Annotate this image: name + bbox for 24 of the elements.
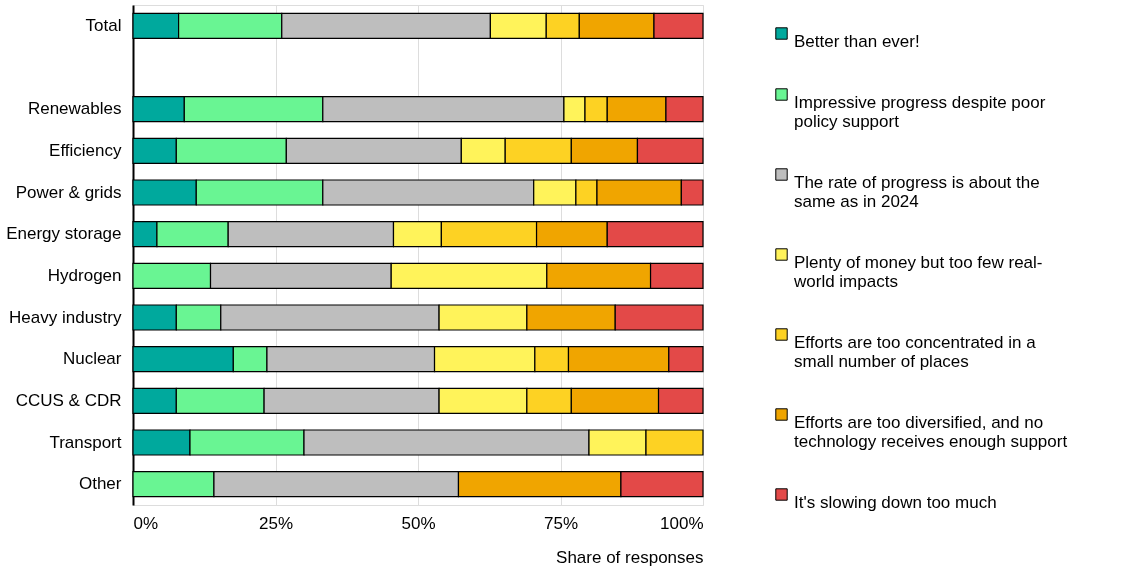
x-tick-label: 50% <box>401 513 436 533</box>
y-tick-label: Nuclear <box>62 349 122 369</box>
legend-label: Efforts are too concentrated in a small number of places <box>794 332 1037 371</box>
y-tick-label: Heavy industry <box>9 307 122 327</box>
y-tick-label: Efficiency <box>49 140 122 160</box>
legend-label: Better than ever! <box>794 31 920 51</box>
y-tick-label: Hydrogen <box>47 265 122 285</box>
y-tick-label: Total <box>85 15 122 35</box>
legend-label: Efforts are too diversified, and no technology receives enough support <box>794 412 1068 451</box>
legend-label: It's slowing down too much <box>794 492 997 512</box>
x-tick-label: 100% <box>660 513 704 533</box>
y-tick-label: Transport <box>49 432 122 452</box>
legend-label: Plenty of money but too few real-world impacts <box>793 252 1043 291</box>
x-axis-title: Share of responses <box>556 547 704 567</box>
y-tick-label: Power & grids <box>15 182 122 202</box>
legend-label: The rate of progress is about the same as in 2024 <box>794 172 1040 211</box>
y-tick-label: Renewables <box>27 99 122 119</box>
y-tick-label: Energy storage <box>6 224 122 244</box>
x-tick-label: 75% <box>543 513 579 533</box>
x-tick-label: 25% <box>258 513 294 533</box>
y-tick-label: CCUS & CDR <box>15 390 122 410</box>
legend-label: Impressive progress despite poor policy support <box>794 92 1046 131</box>
x-tick-label: 0% <box>133 513 159 533</box>
y-tick-label: Other <box>78 474 122 494</box>
